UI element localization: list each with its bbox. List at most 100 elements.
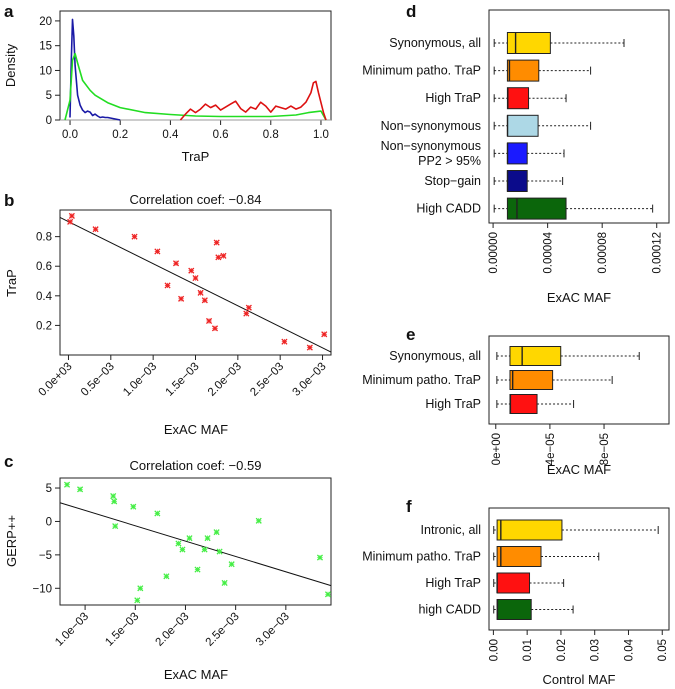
xtick-label: 0.8: [263, 129, 279, 141]
xtick-label: 0.00: [488, 639, 500, 661]
box-non-synonymous-pp2-95-: [493, 142, 565, 165]
xtick-label: 1.0e−03: [121, 361, 159, 399]
ytick-label: 5: [46, 483, 52, 495]
xlabel-c: ExAC MAF: [164, 667, 228, 682]
xtick-label: 0.0e+03: [36, 361, 74, 399]
iqr-box: [496, 546, 542, 567]
box-minimum-patho-trap: [493, 59, 592, 82]
category-label: Synonymous, all: [389, 349, 481, 363]
data-point: [243, 310, 250, 317]
data-point: [175, 540, 182, 547]
data-point: [163, 573, 170, 580]
xtick-label: 0e+00: [491, 433, 503, 465]
iqr-box: [506, 197, 567, 220]
xtick-label: 0.00000: [488, 232, 500, 274]
iqr-box: [506, 114, 539, 137]
iqr-box: [506, 87, 530, 110]
panel-label-b: b: [4, 191, 14, 210]
data-point: [213, 239, 220, 246]
box-minimum-patho-trap: [496, 370, 613, 390]
box-minimum-patho-trap: [493, 546, 600, 567]
category-label: High TraP: [425, 397, 481, 411]
xtick-label: 2.0e−03: [206, 361, 244, 399]
box-high-trap: [496, 394, 575, 414]
data-point: [316, 554, 324, 561]
data-point: [186, 535, 193, 542]
xtick-label: 0.00008: [597, 232, 609, 274]
regression-line: [59, 216, 332, 353]
data-point: [228, 561, 235, 568]
data-point: [110, 492, 117, 500]
data-point: [216, 548, 223, 555]
ytick-label: 5: [46, 90, 52, 102]
category-label: Non−synonymous: [381, 139, 481, 153]
xtick-label: 0.6: [213, 129, 229, 141]
plot-frame-f: [488, 507, 670, 631]
data-point: [245, 304, 252, 311]
ytick-label: −5: [39, 550, 52, 562]
category-label: Intronic, all: [421, 523, 481, 537]
xtick-label: 1.5e−03: [103, 611, 141, 649]
xlabel-a: TraP: [182, 149, 210, 164]
ytick-label: 0: [46, 115, 52, 127]
data-point: [178, 295, 185, 302]
xtick-label: 4e−05: [545, 433, 557, 465]
series-line-green: [64, 52, 327, 121]
iqr-box: [496, 519, 563, 541]
category-label: High CADD: [416, 202, 481, 216]
data-point: [111, 498, 118, 505]
box-stop-gain: [493, 170, 564, 192]
data-point: [172, 260, 180, 267]
iqr-box: [506, 59, 540, 82]
plot-frame-c: [59, 477, 332, 606]
data-point: [67, 218, 74, 225]
xtick-label: 0.04: [623, 638, 635, 661]
data-point: [63, 481, 71, 488]
data-point: [188, 267, 195, 274]
category-label: High TraP: [425, 576, 481, 590]
iqr-box: [509, 394, 538, 414]
category-label: Minimum patho. TraP: [362, 373, 481, 387]
xtick-label: 3.0e−03: [291, 361, 329, 399]
plot-frame-b: [59, 209, 332, 356]
panel-label-c: c: [4, 452, 13, 471]
regression-line: [59, 502, 332, 587]
category-label: High TraP: [425, 91, 481, 105]
xtick-label: 0.2: [112, 129, 128, 141]
category-label: Synonymous, all: [389, 36, 481, 50]
data-point: [194, 566, 201, 573]
iqr-box: [506, 32, 551, 54]
xlabel-f: Control MAF: [543, 672, 616, 687]
xtick-label: 8e−05: [599, 433, 611, 465]
data-point: [192, 275, 199, 282]
box-high-cadd: [493, 599, 574, 620]
data-point: [201, 297, 208, 304]
box-non-synonymous: [493, 114, 592, 137]
data-point: [213, 529, 220, 536]
xtick-label: 0.0: [62, 129, 78, 141]
box-high-trap: [493, 87, 567, 110]
xtick-label: 1.0e−03: [53, 611, 91, 649]
data-point: [221, 579, 228, 587]
data-point: [154, 510, 161, 517]
data-point: [201, 546, 208, 553]
iqr-box: [509, 346, 562, 366]
category-label: Non−synonymous: [381, 119, 481, 133]
data-point: [205, 317, 213, 325]
data-point: [112, 523, 119, 530]
data-point: [197, 289, 204, 296]
xtick-label: 0.02: [556, 639, 568, 661]
category-label: PP2 > 95%: [418, 154, 481, 168]
data-point: [68, 212, 75, 219]
data-point: [281, 338, 288, 345]
box-synonymous-all: [493, 32, 625, 54]
box-synonymous-all: [496, 346, 640, 366]
data-point: [130, 503, 137, 510]
data-point: [77, 486, 84, 493]
xtick-label: 2.5e−03: [248, 361, 286, 399]
data-point: [306, 344, 313, 351]
ytick-label: −10: [32, 583, 52, 595]
plot-frame-a: [59, 10, 332, 121]
xtick-label: 0.01: [522, 639, 534, 661]
